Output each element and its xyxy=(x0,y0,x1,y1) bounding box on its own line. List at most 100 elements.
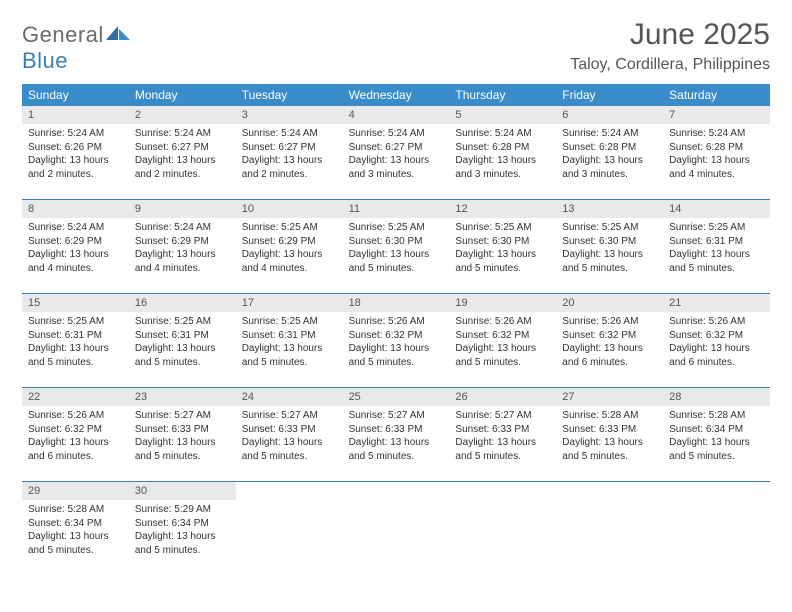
month-title: June 2025 xyxy=(570,18,770,52)
sunset-text: Sunset: 6:30 PM xyxy=(562,235,657,249)
day-cell: Sunrise: 5:27 AMSunset: 6:33 PMDaylight:… xyxy=(236,406,343,469)
day-cell: Sunrise: 5:24 AMSunset: 6:28 PMDaylight:… xyxy=(663,124,770,187)
daylight-text: Daylight: 13 hours and 5 minutes. xyxy=(242,342,337,369)
day-number: 19 xyxy=(449,294,556,312)
day-number-row: 1234567 xyxy=(22,106,770,124)
daylight-text: Daylight: 13 hours and 5 minutes. xyxy=(135,342,230,369)
day-cell: Sunrise: 5:24 AMSunset: 6:27 PMDaylight:… xyxy=(236,124,343,187)
day-number-row: 891011121314 xyxy=(22,200,770,218)
sunrise-text: Sunrise: 5:26 AM xyxy=(669,315,764,329)
daylight-text: Daylight: 13 hours and 5 minutes. xyxy=(28,342,123,369)
day-cell: Sunrise: 5:26 AMSunset: 6:32 PMDaylight:… xyxy=(556,312,663,375)
header: General Blue June 2025 Taloy, Cordillera… xyxy=(22,18,770,74)
day-cell: Sunrise: 5:28 AMSunset: 6:34 PMDaylight:… xyxy=(22,500,129,563)
sunrise-text: Sunrise: 5:27 AM xyxy=(135,409,230,423)
sunrise-text: Sunrise: 5:26 AM xyxy=(349,315,444,329)
sunrise-text: Sunrise: 5:25 AM xyxy=(242,315,337,329)
day-cell: Sunrise: 5:27 AMSunset: 6:33 PMDaylight:… xyxy=(129,406,236,469)
sunrise-text: Sunrise: 5:27 AM xyxy=(242,409,337,423)
sunset-text: Sunset: 6:31 PM xyxy=(242,329,337,343)
day-number xyxy=(556,482,663,500)
day-body-row: Sunrise: 5:26 AMSunset: 6:32 PMDaylight:… xyxy=(22,406,770,469)
daylight-text: Daylight: 13 hours and 5 minutes. xyxy=(455,436,550,463)
day-number: 15 xyxy=(22,294,129,312)
day-number: 6 xyxy=(556,106,663,124)
sunset-text: Sunset: 6:28 PM xyxy=(455,141,550,155)
day-number: 5 xyxy=(449,106,556,124)
day-number xyxy=(236,482,343,500)
day-number: 17 xyxy=(236,294,343,312)
day-number: 29 xyxy=(22,482,129,500)
daylight-text: Daylight: 13 hours and 5 minutes. xyxy=(562,248,657,275)
weekday-header: Wednesday xyxy=(343,84,450,106)
day-cell: Sunrise: 5:26 AMSunset: 6:32 PMDaylight:… xyxy=(663,312,770,375)
day-body-row: Sunrise: 5:28 AMSunset: 6:34 PMDaylight:… xyxy=(22,500,770,563)
day-number: 14 xyxy=(663,200,770,218)
day-cell xyxy=(449,500,556,563)
day-number: 7 xyxy=(663,106,770,124)
day-cell xyxy=(556,500,663,563)
day-cell: Sunrise: 5:24 AMSunset: 6:29 PMDaylight:… xyxy=(22,218,129,281)
daylight-text: Daylight: 13 hours and 5 minutes. xyxy=(669,248,764,275)
sunset-text: Sunset: 6:31 PM xyxy=(28,329,123,343)
sunset-text: Sunset: 6:33 PM xyxy=(242,423,337,437)
day-number: 25 xyxy=(343,388,450,406)
sunset-text: Sunset: 6:34 PM xyxy=(135,517,230,531)
sunset-text: Sunset: 6:34 PM xyxy=(28,517,123,531)
day-number: 30 xyxy=(129,482,236,500)
day-number: 4 xyxy=(343,106,450,124)
day-body-row: Sunrise: 5:24 AMSunset: 6:29 PMDaylight:… xyxy=(22,218,770,281)
day-cell: Sunrise: 5:26 AMSunset: 6:32 PMDaylight:… xyxy=(22,406,129,469)
sunrise-text: Sunrise: 5:27 AM xyxy=(349,409,444,423)
sunrise-text: Sunrise: 5:26 AM xyxy=(455,315,550,329)
sunset-text: Sunset: 6:31 PM xyxy=(669,235,764,249)
day-number-row: 15161718192021 xyxy=(22,294,770,312)
sunrise-text: Sunrise: 5:25 AM xyxy=(562,221,657,235)
sunrise-text: Sunrise: 5:24 AM xyxy=(455,127,550,141)
weekday-header: Saturday xyxy=(663,84,770,106)
sunrise-text: Sunrise: 5:28 AM xyxy=(562,409,657,423)
weekday-header: Thursday xyxy=(449,84,556,106)
sunrise-text: Sunrise: 5:24 AM xyxy=(669,127,764,141)
daylight-text: Daylight: 13 hours and 5 minutes. xyxy=(455,342,550,369)
day-cell: Sunrise: 5:24 AMSunset: 6:28 PMDaylight:… xyxy=(556,124,663,187)
day-cell: Sunrise: 5:25 AMSunset: 6:30 PMDaylight:… xyxy=(556,218,663,281)
day-number: 13 xyxy=(556,200,663,218)
sunrise-text: Sunrise: 5:25 AM xyxy=(349,221,444,235)
day-number: 12 xyxy=(449,200,556,218)
daylight-text: Daylight: 13 hours and 5 minutes. xyxy=(242,436,337,463)
sunset-text: Sunset: 6:33 PM xyxy=(562,423,657,437)
brand-text: General Blue xyxy=(22,22,132,74)
day-cell: Sunrise: 5:24 AMSunset: 6:29 PMDaylight:… xyxy=(129,218,236,281)
weekday-header: Tuesday xyxy=(236,84,343,106)
day-number xyxy=(343,482,450,500)
daylight-text: Daylight: 13 hours and 4 minutes. xyxy=(242,248,337,275)
daylight-text: Daylight: 13 hours and 3 minutes. xyxy=(349,154,444,181)
daylight-text: Daylight: 13 hours and 5 minutes. xyxy=(135,530,230,557)
sunset-text: Sunset: 6:34 PM xyxy=(669,423,764,437)
sunset-text: Sunset: 6:30 PM xyxy=(455,235,550,249)
week-spacer xyxy=(22,281,770,293)
sunset-text: Sunset: 6:31 PM xyxy=(135,329,230,343)
sail-icon xyxy=(104,24,132,42)
weeks-container: 1234567Sunrise: 5:24 AMSunset: 6:26 PMDa… xyxy=(22,106,770,563)
day-cell: Sunrise: 5:24 AMSunset: 6:27 PMDaylight:… xyxy=(343,124,450,187)
daylight-text: Daylight: 13 hours and 6 minutes. xyxy=(562,342,657,369)
daylight-text: Daylight: 13 hours and 5 minutes. xyxy=(28,530,123,557)
sunset-text: Sunset: 6:28 PM xyxy=(669,141,764,155)
sunrise-text: Sunrise: 5:25 AM xyxy=(242,221,337,235)
sunrise-text: Sunrise: 5:29 AM xyxy=(135,503,230,517)
daylight-text: Daylight: 13 hours and 5 minutes. xyxy=(562,436,657,463)
day-cell: Sunrise: 5:25 AMSunset: 6:29 PMDaylight:… xyxy=(236,218,343,281)
daylight-text: Daylight: 13 hours and 4 minutes. xyxy=(135,248,230,275)
day-cell xyxy=(236,500,343,563)
day-number: 27 xyxy=(556,388,663,406)
sunset-text: Sunset: 6:29 PM xyxy=(242,235,337,249)
sunset-text: Sunset: 6:29 PM xyxy=(135,235,230,249)
daylight-text: Daylight: 13 hours and 5 minutes. xyxy=(455,248,550,275)
day-number: 23 xyxy=(129,388,236,406)
daylight-text: Daylight: 13 hours and 5 minutes. xyxy=(349,342,444,369)
day-body-row: Sunrise: 5:24 AMSunset: 6:26 PMDaylight:… xyxy=(22,124,770,187)
daylight-text: Daylight: 13 hours and 3 minutes. xyxy=(562,154,657,181)
daylight-text: Daylight: 13 hours and 4 minutes. xyxy=(669,154,764,181)
